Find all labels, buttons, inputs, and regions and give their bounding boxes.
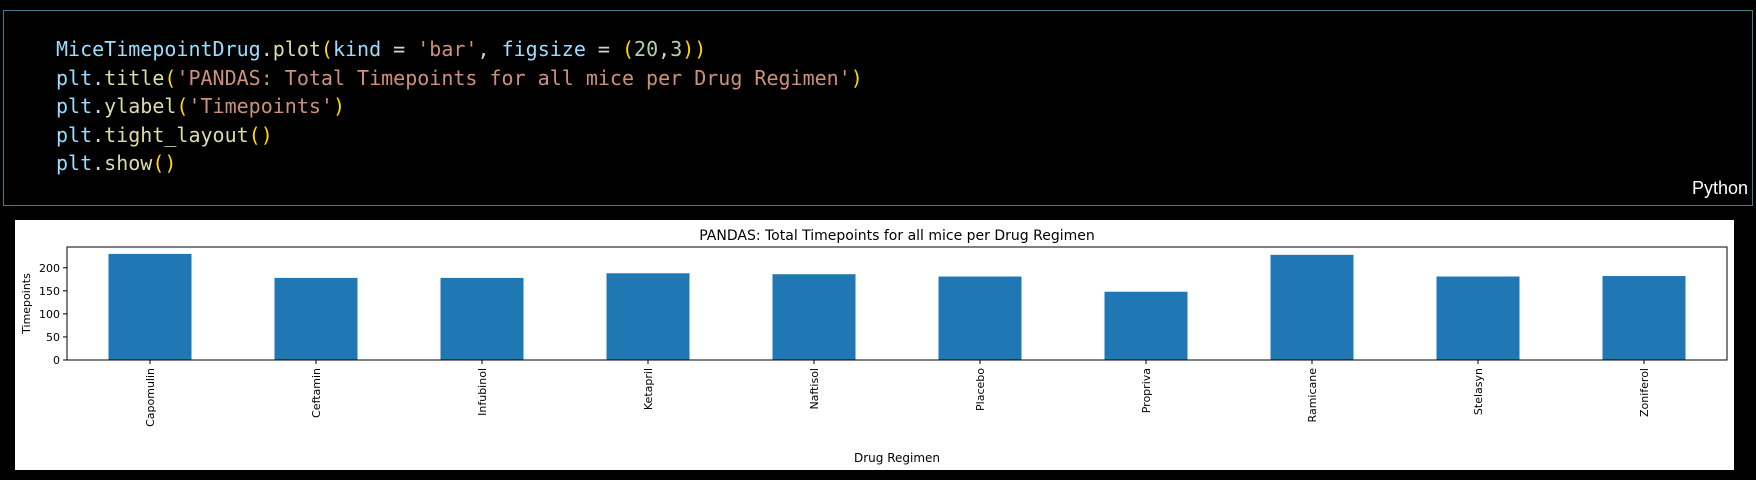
cell-output: PANDAS: Total Timepoints for all mice pe… [15, 220, 1734, 470]
bar-stelasyn [1436, 276, 1520, 360]
y-tick-label: 150 [39, 285, 60, 298]
code-token: figsize [501, 37, 586, 61]
code-line: plt.show() [56, 149, 863, 178]
x-tick-label: Propriva [1140, 368, 1153, 413]
code-line: plt.tight_layout() [56, 121, 863, 150]
code-token: show [104, 151, 153, 175]
bar-ceftamin [274, 277, 358, 360]
y-tick-label: 0 [53, 354, 60, 367]
code-token: plt [56, 122, 93, 147]
code-token: . [92, 151, 105, 175]
x-axis-label: Drug Regimen [854, 451, 940, 465]
bar-propriva [1104, 291, 1188, 360]
x-tick-label: Stelasyn [1472, 368, 1485, 415]
x-tick-label: Infubinol [476, 368, 489, 416]
bar-naftisol [772, 274, 856, 360]
x-tick-label: Ketapril [642, 368, 655, 410]
code-token: ( [164, 65, 177, 90]
code-token: ( [320, 37, 333, 61]
code-token: 'bar' [417, 37, 478, 61]
chart-title: PANDAS: Total Timepoints for all mice pe… [699, 228, 1094, 244]
code-token: plot [272, 37, 321, 61]
bar-chart: PANDAS: Total Timepoints for all mice pe… [20, 228, 1728, 465]
code-token: () [152, 151, 177, 175]
code-token: 'PANDAS: Total Timepoints for all mice p… [176, 65, 851, 90]
code-line: plt.ylabel('Timepoints') [56, 92, 863, 121]
code-token: () [248, 122, 273, 147]
y-tick-label: 100 [39, 308, 60, 321]
bar-zoniferol [1602, 276, 1686, 360]
code-token: 'Timepoints' [188, 94, 333, 118]
cell-language-label[interactable]: Python [1691, 178, 1748, 198]
plot-area-frame [66, 246, 1728, 361]
y-axis-label: Timepoints [20, 273, 33, 335]
code-token: ( [622, 37, 635, 61]
x-tick-label: Ceftamin [310, 368, 323, 418]
code-token: , [658, 37, 671, 61]
code-cell[interactable]: MiceTimepointDrug.plot(kind = 'bar', fig… [3, 10, 1753, 206]
code-token: MiceTimepointDrug [56, 37, 261, 61]
x-tick-label: Placebo [974, 368, 987, 411]
code-line: plt.title('PANDAS: Total Timepoints for … [56, 64, 863, 93]
code-token: . [92, 65, 105, 90]
code-token: . [92, 122, 105, 147]
x-tick-label: Capomulin [144, 368, 157, 427]
code-token: )) [682, 37, 707, 61]
code-token: ) [332, 94, 346, 118]
x-tick-label: Ramicane [1306, 368, 1319, 423]
code-token: 20 [634, 37, 659, 61]
code-token: kind [332, 37, 382, 61]
code-token: . [92, 94, 105, 118]
x-tick-label: Zoniferol [1638, 368, 1651, 417]
code-token: ylabel [104, 94, 177, 118]
code-token: . [260, 37, 273, 61]
bar-placebo [938, 276, 1022, 360]
bar-ramicane [1270, 254, 1354, 360]
code-token: plt [56, 151, 93, 175]
code-token: = [585, 37, 622, 61]
bar-capomulin [108, 253, 192, 360]
code-token: ) [850, 65, 863, 90]
code-editor[interactable]: MiceTimepointDrug.plot(kind = 'bar', fig… [56, 35, 863, 178]
code-token: tight_layout [104, 122, 249, 147]
y-tick-label: 50 [46, 331, 60, 344]
code-token: plt [56, 94, 93, 118]
code-token: = [381, 37, 418, 61]
code-token: title [104, 65, 165, 90]
bar-infubinol [440, 277, 524, 360]
code-token: ( [176, 94, 189, 118]
code-token: plt [56, 65, 93, 90]
bar-ketapril [606, 273, 690, 360]
y-tick-label: 200 [39, 262, 60, 275]
code-token: 3 [670, 37, 683, 61]
code-line: MiceTimepointDrug.plot(kind = 'bar', fig… [56, 35, 863, 64]
code-token: , [477, 37, 502, 61]
x-tick-label: Naftisol [808, 368, 821, 410]
